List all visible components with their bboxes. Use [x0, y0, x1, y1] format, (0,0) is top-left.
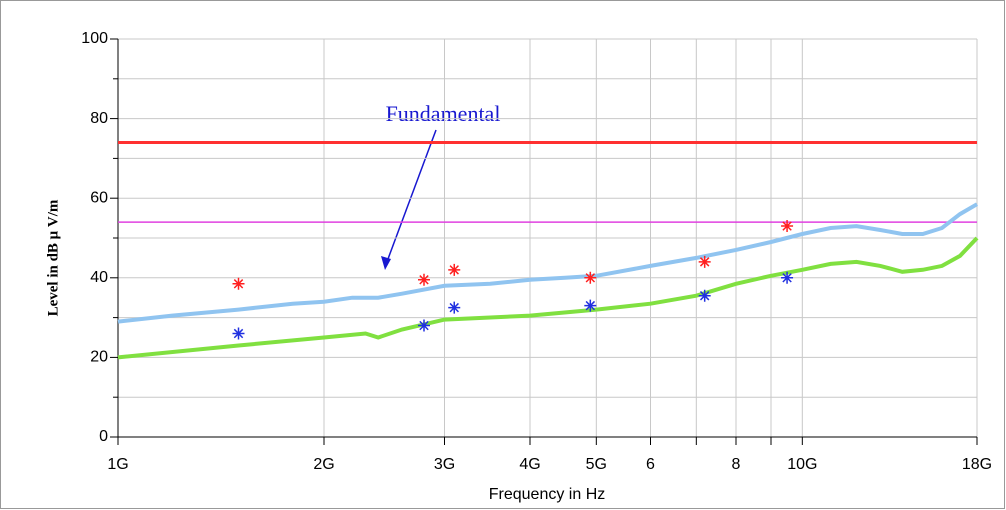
marker: [781, 271, 794, 284]
marker: [417, 319, 430, 332]
annotation: Fundamental: [386, 101, 501, 126]
y-tick-label: 40: [90, 269, 108, 286]
marker: [781, 220, 794, 233]
marker: [698, 255, 711, 268]
marker: [232, 327, 245, 340]
x-tick-label: 3G: [434, 456, 455, 473]
marker: [232, 277, 245, 290]
y-tick-label: 100: [81, 30, 108, 47]
y-tick-label: 60: [90, 189, 108, 206]
y-tick-label: 0: [99, 428, 108, 445]
series-line: [117, 202, 979, 324]
x-tick-label: 10G: [787, 456, 817, 473]
marker: [584, 299, 597, 312]
x-tick-label: 1G: [107, 456, 128, 473]
y-tick-label: 80: [90, 110, 108, 127]
annotation-arrowhead: [381, 256, 391, 270]
marker: [698, 289, 711, 302]
x-tick-label: 5G: [586, 456, 607, 473]
marker: [448, 263, 461, 276]
marker: [448, 301, 461, 314]
x-tick-label: 8: [732, 456, 741, 473]
marker: [417, 273, 430, 286]
series-line: [117, 236, 979, 360]
x-tick-label: 6: [646, 456, 655, 473]
y-tick-label: 20: [90, 349, 108, 366]
y-axis-label: Level in dB μ V/m: [45, 199, 61, 316]
x-tick-label: 2G: [313, 456, 334, 473]
x-tick-label: 18G: [962, 456, 992, 473]
x-axis-label: Frequency in Hz: [489, 486, 606, 503]
marker: [584, 271, 597, 284]
x-tick-label: 4G: [519, 456, 540, 473]
